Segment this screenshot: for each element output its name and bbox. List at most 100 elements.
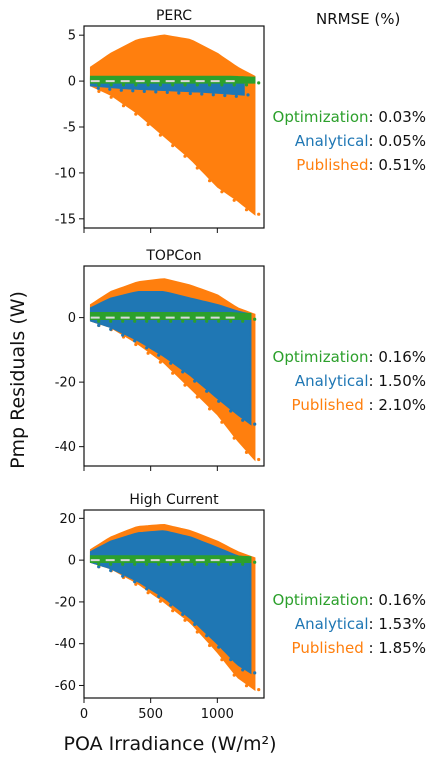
series-analytical-point: [253, 671, 257, 675]
x-tick-label: 0: [80, 707, 88, 722]
series-optimization-point: [193, 319, 197, 323]
legend-row-analytical: Analytical: 1.53%: [294, 615, 426, 633]
y-tick-label: -40: [55, 637, 76, 652]
series-analytical-point: [246, 93, 250, 97]
nrmse-legend-high-current: Optimization: 0.16% Analytical: 1.53% Pu…: [273, 588, 426, 660]
series-optimization-point: [133, 562, 137, 566]
series-analytical-point: [223, 93, 227, 98]
series-analytical-point: [253, 422, 257, 426]
panels: PERC 5 0 -5 -10 -15 TOPCon 0 -20 -40 High Current 2…: [55, 8, 265, 722]
legend-value: 0.03%: [378, 108, 426, 126]
series-optimization-point: [121, 83, 126, 87]
series-published-point: [121, 104, 126, 108]
series-analytical-point: [200, 92, 204, 96]
legend-value: 0.16%: [378, 348, 426, 366]
series-optimization-point: [109, 319, 113, 323]
series-optimization-point: [205, 319, 209, 323]
series-published-point: [244, 208, 249, 212]
plot-area: [89, 34, 261, 216]
legend-method-name: Published: [291, 396, 364, 414]
y-tick-label: -20: [55, 376, 76, 391]
series-published-points: [89, 34, 256, 216]
series-analytical-point: [133, 580, 137, 584]
series-published-point: [146, 591, 150, 595]
series-published-point: [146, 351, 150, 355]
y-tick-label: -5: [63, 121, 76, 136]
x-tick-label: 500: [138, 707, 163, 722]
legend-method-name: Optimization: [272, 108, 369, 126]
series-analytical-point: [121, 333, 125, 337]
legend-value: 0.16%: [378, 591, 426, 609]
legend-row-analytical: Analytical: 0.05%: [294, 132, 426, 150]
series-analytical-point: [133, 339, 137, 343]
series-published-point: [232, 673, 236, 677]
y-tick-label: 20: [59, 512, 76, 527]
series-analytical-point: [229, 658, 233, 662]
series-analytical-point: [157, 353, 161, 357]
series-analytical-point: [193, 379, 197, 383]
series-published-point: [134, 112, 138, 116]
series-analytical-point: [96, 86, 100, 90]
series-analytical-point: [241, 668, 245, 672]
legend-method-name: Optimization: [272, 591, 369, 609]
series-optimization-point: [121, 562, 125, 566]
series-analytical-point: [229, 409, 233, 413]
series-optimization-points: [89, 555, 252, 563]
panel-title: High Current: [129, 492, 219, 508]
nrmse-header: NRMSE (%): [316, 10, 401, 28]
series-analytical-point: [211, 93, 215, 97]
series-published-point: [220, 658, 224, 662]
series-analytical-point: [205, 634, 209, 638]
y-tick-label: -10: [55, 166, 76, 181]
series-published-point: [195, 630, 199, 634]
series-optimization-point: [121, 319, 125, 323]
series-published-point: [183, 383, 187, 387]
series-analytical-point: [108, 87, 112, 91]
series-optimization-point: [183, 83, 187, 87]
series-published-point: [158, 133, 162, 137]
axes-frame: [83, 265, 265, 467]
series-published-point: [257, 212, 261, 216]
panel-title: TOPCon: [145, 248, 201, 264]
series-analytical-point: [193, 622, 197, 627]
legend-row-optimization: Optimization: 0.16%: [272, 348, 426, 366]
series-analytical-point: [181, 612, 185, 617]
legend-value: 1.53%: [378, 615, 426, 633]
legend-method-name: Analytical: [294, 372, 369, 390]
series-optimization-point: [145, 319, 149, 323]
series-analytical-points: [89, 530, 252, 675]
series-optimization-point: [193, 562, 197, 566]
series-optimization-point: [205, 562, 209, 566]
series-optimization-point: [109, 562, 113, 566]
series-optimization-point: [253, 560, 257, 564]
series-analytical-point: [121, 574, 125, 578]
series-optimization-point: [257, 81, 261, 85]
legend-method-name: Analytical: [294, 615, 369, 633]
series-analytical-point: [169, 361, 173, 365]
legend-row-optimization: Optimization: 0.03%: [272, 108, 426, 126]
series-published-point: [158, 599, 162, 603]
plot-area: [89, 278, 261, 462]
series-published-point: [244, 684, 249, 688]
series-published-point: [97, 89, 101, 93]
series-optimization-point: [241, 319, 245, 323]
series-analytical-point: [217, 645, 221, 649]
y-tick-label: -60: [55, 679, 76, 694]
legend-value: 1.85%: [378, 639, 426, 657]
axes-frame: [83, 509, 265, 699]
y-tick-label: -20: [55, 595, 76, 610]
series-analytical-point: [131, 89, 135, 93]
series-analytical-point: [97, 565, 101, 569]
series-optimization-point: [232, 83, 236, 87]
series-optimization-point: [181, 562, 185, 566]
legend-method-name: Analytical: [294, 132, 369, 150]
series-analytical-points: [89, 291, 252, 426]
series-analytical-point: [205, 389, 209, 393]
nrmse-legend-perc: Optimization: 0.03% Analytical: 0.05% Pu…: [273, 105, 426, 177]
series-analytical-point: [145, 587, 149, 591]
legend-method-name: Published: [296, 156, 369, 174]
series-published-point: [257, 457, 261, 462]
series-published-point: [183, 618, 187, 622]
series-optimization-point: [169, 562, 173, 566]
